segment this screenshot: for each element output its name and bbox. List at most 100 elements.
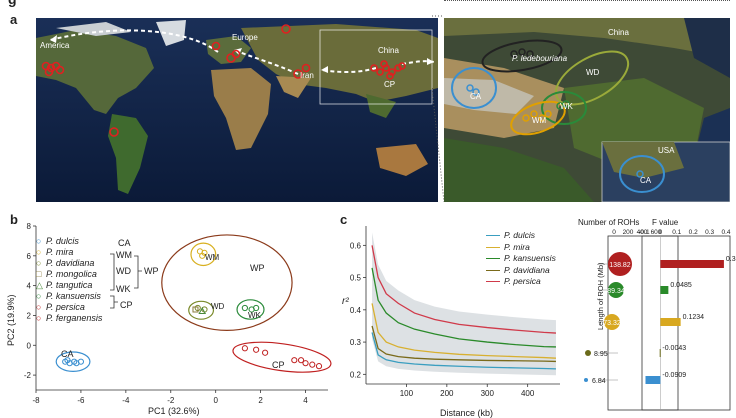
fvalue-label: 0.3873 [726, 256, 736, 263]
roh-fvalue-chart: 0 200 400 600-0.1 0 0.1 0.2 0.3 0.4 138.82 89.34 7… [584, 229, 736, 411]
pca-point [309, 361, 316, 368]
pca-point [253, 346, 260, 353]
map-label-iran: Iran [300, 71, 314, 80]
pca-group-wk: WK [116, 284, 131, 294]
ld-y-tick-label: 0.6 [350, 241, 362, 250]
ld-y-tick-label: 0.2 [350, 370, 362, 379]
ld-y-tick-label: 0.5 [350, 274, 362, 283]
pca-legend-item: ○ P. davidiana [36, 258, 102, 269]
fvalue-tick-label: 0.2 [689, 229, 698, 236]
pca-x-tick-label: 0 [213, 396, 218, 405]
pca-y-tick-label: 0 [27, 341, 32, 350]
circle-marker-icon: ○ [36, 302, 42, 312]
ld-legend: P. dulcis P. mira P. kansuensis P. davidian… [486, 230, 556, 288]
ld-legend-item: P. kansuensis [486, 253, 556, 265]
pca-cluster-ca: CA [61, 349, 74, 359]
pca-y-tick-label: -2 [24, 371, 32, 380]
pca-ellipse-cp [232, 341, 332, 373]
pca-point [77, 358, 85, 365]
roh-tick-label: 600 [651, 229, 662, 236]
china-map-label-ledebouriana: P. ledebouriana [512, 54, 568, 63]
circle-marker-icon: ○ [36, 247, 42, 257]
circle-marker-icon: ○ [36, 313, 42, 323]
ld-legend-label: P. persica [504, 276, 541, 286]
ld-axes: 0.2 0.3 0.4 0.5 0.6 100 200 300 400 [350, 226, 560, 398]
ld-x-tick-label: 300 [481, 389, 495, 398]
fvalue-bar [659, 349, 661, 357]
roh-value-label: 138.82 [609, 262, 631, 269]
pca-x-tick-label: 4 [303, 396, 308, 405]
line-swatch-icon [486, 269, 500, 271]
fvalue-label: 0.0485 [670, 282, 692, 289]
ld-line-series [371, 325, 556, 363]
pca-point [241, 345, 248, 352]
roh-bubble [584, 378, 588, 382]
circle-marker-icon: ○ [36, 291, 42, 301]
fvalue-tick-label: 0 [659, 229, 663, 236]
roh-ylabel: Length of ROH (Mb) [596, 262, 605, 330]
pca-y-tick-label: 2 [27, 311, 32, 320]
panel-a-label: a [10, 12, 18, 27]
line-swatch-icon [486, 258, 500, 260]
map-label-america: America [40, 41, 70, 50]
fvalue-bar [660, 260, 724, 268]
circle-marker-icon: ○ [36, 236, 42, 246]
pca-cluster-wd: WD [211, 302, 225, 311]
fvalue-label: 0.1234 [683, 314, 705, 321]
fvalue-label: -0.0043 [662, 345, 686, 352]
ld-line-series [371, 332, 556, 370]
roh-value-label: 8.95 [594, 351, 608, 358]
roh-tick-label: 0 [612, 229, 616, 236]
china-map-label-wm: WM [532, 116, 547, 125]
china-map-label-usa: USA [658, 146, 675, 155]
panel-b-label: b [10, 212, 18, 227]
pca-point [198, 306, 207, 314]
ld-confidence-band [372, 232, 556, 376]
ld-legend-item: P. davidiana [486, 265, 556, 277]
ld-x-tick-label: 400 [521, 389, 535, 398]
pca-legend-item: ○ P. kansuensis [36, 291, 102, 302]
pca-legend-label: P. davidiana [46, 258, 95, 268]
pca-x-tick-label: -2 [167, 396, 175, 405]
line-swatch-icon [486, 281, 500, 283]
roh-bubble [604, 314, 620, 330]
pca-legend-item: ○ P. dulcis [36, 236, 102, 247]
pca-x-tick-label: -4 [122, 396, 130, 405]
roh-bubble [585, 350, 591, 356]
fvalue-tick-label: 0.1 [672, 229, 681, 236]
pca-xlabel: PC1 (32.6%) [148, 406, 200, 416]
pca-ellipse-wm [190, 242, 217, 267]
roh-tick-label: 400 [637, 229, 648, 236]
china-map-label-wd: WD [586, 68, 600, 77]
fvalue-bar [660, 318, 681, 326]
pca-point [302, 360, 309, 367]
pca-ylabel: PC2 (19.9%) [6, 294, 16, 346]
pca-ellipse-wd [188, 300, 215, 320]
pca-x-tick-label: -6 [77, 396, 85, 405]
fvalue-title: F value [652, 218, 679, 227]
china-map-label-ca: CA [470, 92, 482, 101]
ld-line-series [371, 267, 556, 348]
ld-line-series [371, 245, 556, 334]
pca-cluster-cp: CP [272, 360, 285, 370]
triangle-marker-icon: △ [36, 280, 43, 290]
ld-legend-label: P. dulcis [504, 230, 536, 240]
china-map-label-ca-usa: CA [640, 176, 652, 185]
pca-point [315, 363, 323, 370]
pca-point [262, 349, 269, 356]
square-marker-icon: □ [36, 269, 42, 279]
china-map: China P. ledebouriana CA WM WK WD USA CA [444, 18, 730, 202]
sample-points-world [41, 24, 406, 137]
ld-legend-label: P. mira [504, 241, 530, 252]
ld-decay-chart: 0.2 0.3 0.4 0.5 0.6 100 200 300 400 [350, 226, 560, 398]
pca-legend-label: P. ferganensis [46, 313, 103, 323]
pca-point [253, 304, 260, 312]
pca-legend-label: P. mira [46, 247, 74, 257]
ld-line-series [371, 303, 556, 359]
pca-legend-item: △ P. tangutica [36, 280, 102, 291]
ld-y-tick-label: 0.4 [350, 306, 362, 315]
pca-legend-label: P. persica [46, 302, 85, 312]
roh-title: Number of ROHs [578, 218, 640, 227]
pca-point [241, 304, 248, 312]
ld-x-tick-label: 100 [400, 389, 414, 398]
